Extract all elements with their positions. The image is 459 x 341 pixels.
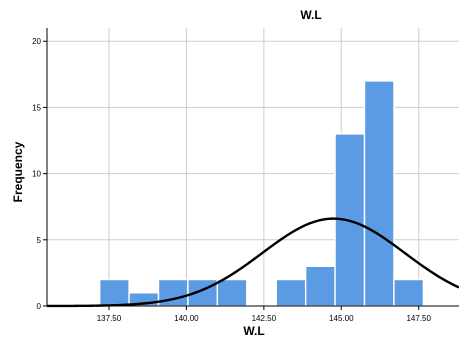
chart-title: W.L xyxy=(300,8,321,22)
grid-lines xyxy=(47,28,459,306)
x-tick-label: 142.50 xyxy=(252,314,277,323)
y-axis-title: Frequency xyxy=(11,141,25,202)
bars xyxy=(98,80,425,307)
x-tick-label: 140.00 xyxy=(174,314,199,323)
y-tick-label: 5 xyxy=(37,236,42,245)
histogram-bar xyxy=(275,278,307,307)
x-tick-label: 145.00 xyxy=(329,314,354,323)
x-tick-label: 147.50 xyxy=(406,314,431,323)
y-tick-labels: 0 5 10 15 20 xyxy=(32,37,41,311)
x-tick-label: 137.50 xyxy=(97,314,122,323)
y-tick-label: 0 xyxy=(37,302,42,311)
histogram-bar xyxy=(393,278,425,307)
x-tick-labels: 137.50 140.00 142.50 145.00 147.50 xyxy=(97,314,432,323)
histogram-bar xyxy=(98,278,130,307)
histogram-bar xyxy=(363,80,395,307)
y-tick-label: 10 xyxy=(32,170,41,179)
normal-curve xyxy=(47,217,459,308)
histogram-bar xyxy=(304,265,336,307)
axes xyxy=(43,28,459,310)
y-tick-label: 20 xyxy=(32,37,41,46)
x-axis-title: W.L xyxy=(243,324,264,338)
histogram-bar xyxy=(216,278,248,307)
y-tick-label: 15 xyxy=(32,103,41,112)
